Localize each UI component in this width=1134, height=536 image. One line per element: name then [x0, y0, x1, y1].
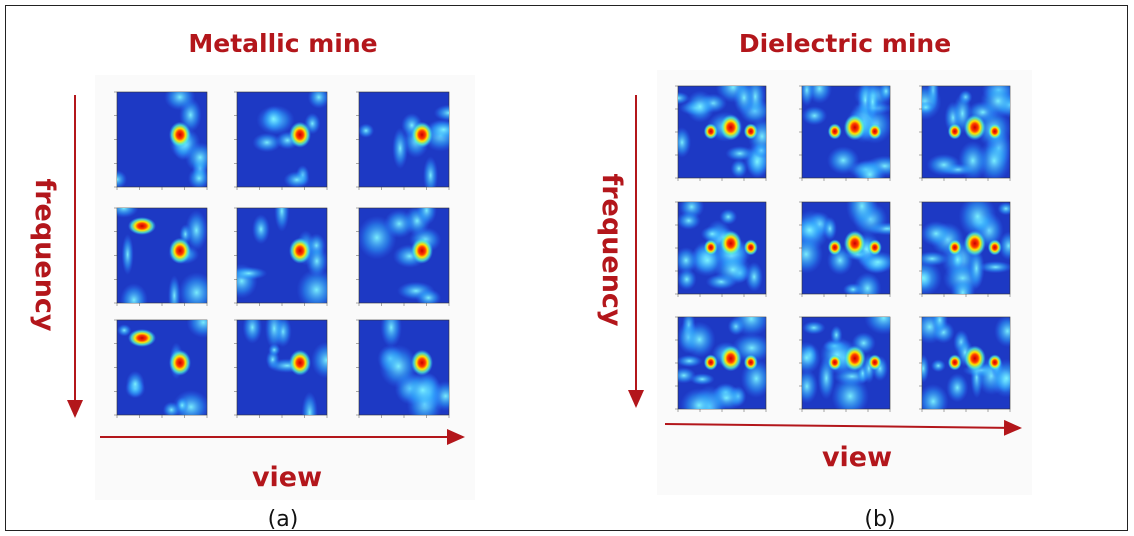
heatmap [234, 86, 330, 190]
heatmap [908, 71, 1024, 182]
hotspot [289, 350, 311, 376]
glow [866, 84, 880, 119]
hotspot [868, 123, 882, 139]
heatmap [356, 307, 461, 425]
x-label: view [822, 442, 892, 473]
heatmaps [107, 71, 1024, 433]
hotspot [720, 230, 742, 256]
glow [252, 214, 270, 244]
hotspot [704, 123, 718, 139]
hotspot [828, 239, 842, 255]
y-label: frequency [29, 178, 60, 331]
glow [731, 159, 748, 178]
glow [126, 371, 145, 398]
hotspot [964, 345, 986, 371]
hotspot [744, 354, 758, 370]
hotspot [964, 114, 986, 140]
heatmap [234, 308, 342, 433]
glow [719, 209, 737, 225]
heatmap [226, 190, 336, 311]
hotspot [289, 238, 311, 264]
hotspot [411, 238, 433, 264]
hotspot [704, 354, 718, 370]
hotspot [844, 230, 866, 256]
glow [802, 321, 825, 334]
hotspot [128, 329, 156, 347]
panel-title: Metallic mine [188, 29, 377, 58]
glow [252, 133, 281, 152]
caption: (b) [864, 507, 895, 532]
hotspot [169, 238, 191, 264]
heatmap [109, 198, 215, 316]
hotspot [948, 354, 962, 370]
glow [958, 141, 988, 180]
hotspot [289, 122, 311, 148]
hotspot [868, 239, 882, 255]
heatmap [793, 301, 903, 416]
hotspot [988, 123, 1002, 139]
glow [685, 90, 714, 122]
hotspot [720, 345, 742, 371]
hotspot [744, 239, 758, 255]
hotspot [828, 354, 842, 370]
glow [823, 217, 837, 241]
glow [927, 154, 962, 176]
glow [122, 234, 134, 275]
glow [690, 373, 715, 385]
heatmap [356, 92, 464, 194]
glow [920, 221, 952, 246]
hotspot [411, 350, 433, 376]
heatmap [913, 306, 1022, 419]
glow [830, 325, 842, 344]
glow [384, 209, 415, 238]
caption: (a) [268, 507, 299, 532]
glow [714, 254, 751, 285]
glow [802, 106, 827, 125]
hotspot [988, 239, 1002, 255]
heatmap [789, 184, 907, 304]
x-label: view [252, 462, 322, 493]
hotspot [744, 123, 758, 139]
panel-title: Dielectric mine [739, 29, 951, 58]
hotspot [128, 217, 156, 235]
glow [403, 372, 442, 409]
hotspot [868, 354, 882, 370]
glow [683, 322, 715, 358]
hotspot [844, 114, 866, 140]
heatmap [107, 84, 215, 190]
glow [262, 106, 284, 132]
glow [392, 128, 408, 169]
glow [725, 146, 754, 161]
hotspot [704, 239, 718, 255]
y-label: frequency [596, 173, 627, 326]
hotspot [411, 122, 433, 148]
glow [188, 167, 210, 190]
glow [677, 211, 701, 229]
hotspot [720, 114, 742, 140]
heatmap [799, 74, 904, 190]
hotspot [948, 123, 962, 139]
figure: Metallic mine frequency view (a) Dielect… [0, 0, 1134, 536]
glow [946, 373, 968, 402]
hotspot [948, 239, 962, 255]
heatmap [667, 72, 777, 181]
hotspot [964, 230, 986, 256]
hotspot [169, 122, 191, 148]
heatmap [114, 307, 220, 424]
glow [677, 268, 697, 290]
heatmap [674, 195, 766, 297]
heatmap [356, 196, 449, 307]
glow [284, 171, 310, 188]
heatmap [672, 301, 772, 427]
hotspot [828, 123, 842, 139]
hotspot [844, 345, 866, 371]
hotspot [988, 354, 1002, 370]
hotspot [169, 350, 191, 376]
glow [358, 123, 374, 137]
glow [931, 359, 946, 372]
